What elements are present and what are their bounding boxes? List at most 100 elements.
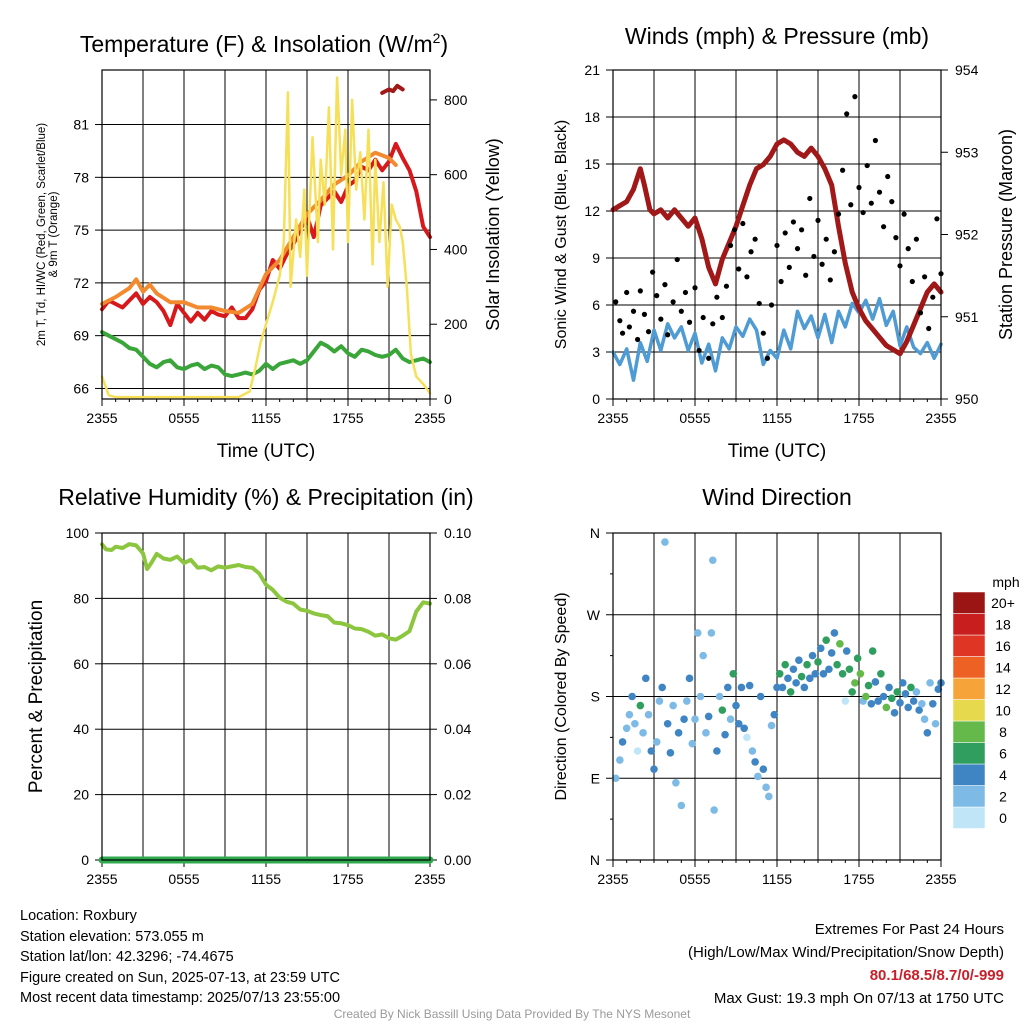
x-tick-label: 2355 <box>414 410 445 426</box>
direction-point <box>756 692 765 701</box>
direction-point <box>806 674 814 683</box>
legend-label: 14 <box>995 659 1011 675</box>
direction-point <box>767 721 776 730</box>
x-tick-label: 0555 <box>168 410 199 426</box>
direction-point <box>708 556 717 565</box>
direction-point <box>702 729 710 737</box>
gust-point <box>860 209 866 216</box>
x-tick-label: 1755 <box>843 871 874 887</box>
direction-point <box>759 765 768 773</box>
x-tick-label: 2355 <box>925 871 956 887</box>
direction-point <box>642 674 650 683</box>
legend-swatch <box>952 763 986 786</box>
gust-point <box>674 256 680 263</box>
direction-point <box>650 765 658 773</box>
legend-label: 12 <box>995 681 1011 697</box>
y-tick-label: 75 <box>73 222 89 238</box>
direction-point <box>745 681 754 690</box>
direction-point <box>811 669 820 678</box>
legend-swatch <box>952 677 986 700</box>
x-tick-label: 2355 <box>925 410 956 426</box>
direction-point <box>890 709 899 717</box>
x-tick-label: 0555 <box>679 410 710 426</box>
direction-point <box>885 683 893 692</box>
gust-point <box>819 261 825 267</box>
gust-point <box>670 299 676 305</box>
legend-label: 4 <box>999 767 1007 783</box>
y-axis-label: 2m T, Td, HI/WC (Red, Green, Scarlet/Blu… <box>36 123 48 346</box>
gust-point <box>748 249 754 255</box>
direction-point <box>797 672 806 681</box>
y-tick-label: 100 <box>66 525 90 541</box>
direction-point <box>658 683 666 692</box>
legend-title: mph <box>992 574 1019 590</box>
direction-point <box>666 749 675 757</box>
plot-frame <box>612 532 942 861</box>
gust-point <box>613 299 619 305</box>
y-tick-label: 15 <box>584 156 600 172</box>
gust-point <box>764 355 771 361</box>
x-tick-label: 0555 <box>679 871 710 887</box>
direction-point <box>693 629 702 637</box>
series-line-relative-humidity <box>100 542 432 642</box>
direction-point <box>907 683 915 692</box>
direction-point <box>836 640 844 648</box>
gust-point <box>641 311 648 317</box>
direction-point <box>740 724 748 733</box>
legend-label: 20+ <box>991 595 1015 611</box>
direction-point <box>631 719 639 728</box>
y-tick-label: 81 <box>73 117 89 133</box>
direction-point <box>819 669 828 678</box>
y-tick-label: 0 <box>592 391 600 407</box>
y-tick-label: 21 <box>584 62 600 78</box>
gust-point <box>617 318 623 324</box>
gust-point <box>811 253 817 260</box>
gust-point <box>662 282 668 288</box>
gust-point <box>823 236 829 242</box>
direction-point <box>833 660 841 669</box>
direction-point <box>669 701 677 710</box>
x-tick-label: 1755 <box>332 410 363 426</box>
y2-tick-label: 954 <box>955 62 979 78</box>
y-tick-label: 18 <box>584 109 600 125</box>
direction-point <box>915 706 923 714</box>
y2-tick-label: 0.08 <box>444 590 471 606</box>
y2-tick-label: 200 <box>444 316 468 332</box>
gust-point <box>682 289 689 296</box>
y-tick-label: 12 <box>584 203 600 219</box>
direction-point <box>867 699 876 708</box>
direction-point <box>748 747 757 755</box>
y2-tick-label: 953 <box>955 144 979 160</box>
gust-point <box>692 285 698 291</box>
gust-point <box>782 230 788 236</box>
direction-point <box>842 647 851 655</box>
y-tick-label: S <box>591 689 600 705</box>
gust-point <box>831 249 838 255</box>
direction-point <box>710 806 718 814</box>
gust-point <box>799 227 805 233</box>
gust-point <box>885 173 891 180</box>
direction-point <box>743 733 751 742</box>
direction-point <box>848 688 856 696</box>
direction-point <box>792 679 800 687</box>
y2-tick-label: 400 <box>444 241 468 257</box>
series-line-hi <box>380 83 405 95</box>
direction-point <box>625 710 634 719</box>
direction-point <box>661 538 669 546</box>
gust-point <box>626 324 633 330</box>
direction-point <box>683 697 691 705</box>
direction-point <box>652 738 661 746</box>
gust-point <box>889 199 895 205</box>
max-gust-text: Max Gust: 19.3 mph On 07/13 at 1750 UTC <box>713 990 1004 1007</box>
y2-axis-label: Station Pressure (Maroon) <box>996 129 1016 340</box>
gust-point <box>752 236 758 242</box>
direction-point <box>934 685 943 694</box>
legend-swatch <box>952 591 986 614</box>
gust-point <box>835 211 842 217</box>
direction-point <box>789 665 798 674</box>
direction-point <box>715 692 724 701</box>
x-axis-label: Time (UTC) <box>728 441 827 462</box>
gust-point <box>686 319 693 325</box>
direction-point <box>909 697 918 705</box>
